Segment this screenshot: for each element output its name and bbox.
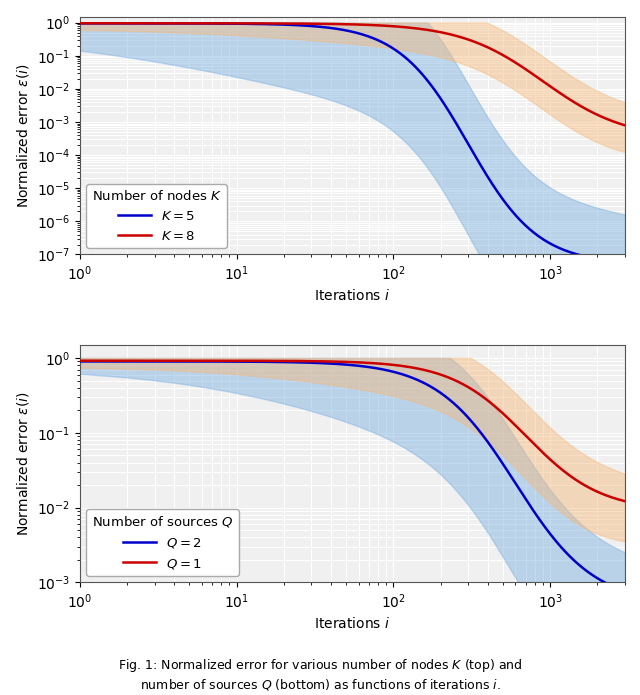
$Q = 2$ — [397, 370, 405, 378]
Y-axis label: Normalized error $\epsilon(i)$: Normalized error $\epsilon(i)$ — [15, 63, 31, 208]
$Q = 2$ — [216, 357, 224, 366]
$Q = 2$ — [486, 441, 494, 450]
$Q = 1$ — [397, 361, 405, 370]
$K = 8$ — [323, 19, 330, 28]
$Q = 2$ — [621, 587, 629, 595]
$K = 5$ — [76, 19, 84, 28]
Y-axis label: Normalized error $\epsilon(i)$: Normalized error $\epsilon(i)$ — [15, 391, 31, 536]
Text: Fig. 1: Normalized error for various number of nodes $K$ (top) and
number of sou: Fig. 1: Normalized error for various num… — [118, 657, 522, 692]
$Q = 1$ — [76, 357, 84, 365]
Legend: $Q = 2$, $Q = 1$: $Q = 2$, $Q = 1$ — [86, 509, 239, 576]
$Q = 2$ — [323, 359, 330, 368]
$K = 8$ — [172, 19, 180, 27]
$Q = 2$ — [172, 357, 180, 366]
$K = 8$ — [621, 121, 629, 129]
$K = 8$ — [486, 44, 494, 53]
$Q = 1$ — [440, 372, 448, 380]
Line: $Q = 1$: $Q = 1$ — [80, 361, 625, 501]
$K = 8$ — [76, 19, 84, 27]
Legend: $K = 5$, $K = 8$: $K = 5$, $K = 8$ — [86, 184, 227, 248]
$Q = 1$ — [172, 357, 180, 365]
$K = 5$ — [216, 19, 224, 28]
$Q = 1$ — [323, 357, 330, 366]
$K = 5$ — [397, 50, 405, 58]
$Q = 1$ — [486, 398, 494, 407]
Line: $K = 5$: $K = 5$ — [80, 24, 625, 262]
$K = 8$ — [216, 19, 224, 28]
X-axis label: Iterations $i$: Iterations $i$ — [314, 616, 390, 631]
$K = 5$ — [486, 177, 494, 185]
$Q = 2$ — [76, 357, 84, 366]
$Q = 1$ — [216, 357, 224, 365]
$K = 5$ — [440, 99, 448, 108]
$K = 8$ — [397, 23, 405, 31]
Line: $K = 8$: $K = 8$ — [80, 23, 625, 125]
Line: $Q = 2$: $Q = 2$ — [80, 361, 625, 591]
$K = 8$ — [440, 28, 448, 37]
$Q = 1$ — [621, 497, 629, 505]
$K = 5$ — [621, 258, 629, 266]
$K = 5$ — [323, 24, 330, 32]
$Q = 2$ — [440, 391, 448, 400]
$K = 5$ — [172, 19, 180, 28]
X-axis label: Iterations $i$: Iterations $i$ — [314, 288, 390, 304]
